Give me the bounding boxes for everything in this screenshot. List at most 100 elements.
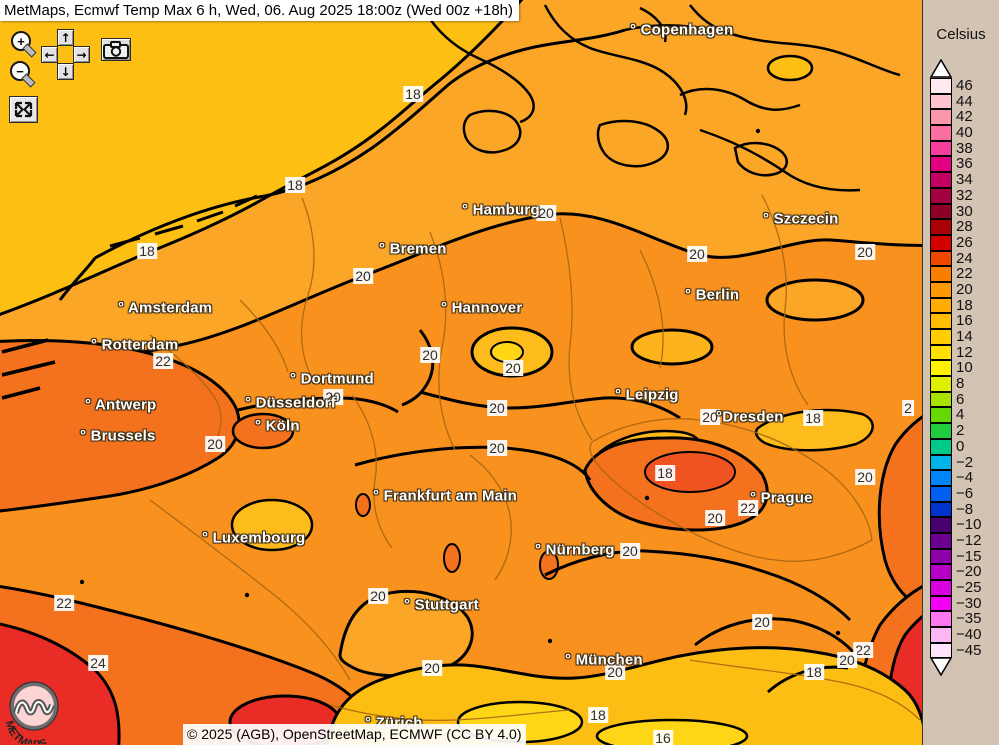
city-label: ° Düsseldorf [245, 394, 336, 412]
contour-label: 20 [353, 268, 373, 284]
scale-swatch [930, 438, 952, 455]
scale-entry: 40 [930, 125, 981, 141]
scale-swatch [930, 234, 952, 251]
contour-label: 18 [137, 243, 157, 259]
scale-entry: 4 [930, 407, 981, 424]
scale-entry: 12 [930, 343, 981, 361]
pan-down-button[interactable]: ↓ [57, 63, 74, 80]
scale-value-label: 26 [956, 233, 973, 251]
city-label: ° Brussels [80, 427, 156, 445]
scale-value-label: 46 [956, 77, 973, 94]
scale-value-label: 14 [956, 328, 973, 345]
scale-value-label: −12 [956, 531, 982, 549]
scale-value-label: 30 [956, 202, 973, 220]
scale-swatch [930, 219, 952, 235]
scale-swatch [930, 517, 952, 533]
scale-entry: −12 [930, 533, 981, 549]
scale-swatch [930, 313, 952, 329]
city-label: ° Luxembourg [202, 529, 306, 547]
scale-value-label: 16 [956, 312, 973, 330]
scale-entry: 20 [930, 282, 981, 298]
scale-value-label: −40 [956, 626, 982, 644]
scale-entry: −15 [930, 548, 981, 565]
scale-swatch [930, 548, 952, 565]
scale-swatch [930, 564, 952, 580]
scale-entry: 2 [930, 423, 981, 439]
pan-up-button[interactable]: ↑ [57, 29, 74, 46]
screenshot-button[interactable] [101, 38, 131, 61]
scale-value-label: 10 [956, 359, 973, 377]
city-label: ° Stuttgart [404, 596, 479, 614]
scale-value-label: 6 [956, 390, 965, 408]
zoom-out-button[interactable]: − [9, 60, 36, 88]
contour-label: 20 [855, 244, 875, 260]
scale-value-label: 28 [956, 218, 973, 236]
pan-left-button[interactable]: ← [41, 46, 58, 63]
scale-value-label: 34 [956, 171, 973, 189]
city-label: ° Hannover [441, 299, 523, 317]
pan-right-button[interactable]: → [73, 46, 90, 63]
city-label: ° Köln [255, 417, 300, 435]
city-label: ° Dortmund [290, 370, 374, 388]
contour-label: 20 [700, 409, 720, 425]
scale-entry: 28 [930, 219, 981, 235]
zoom-in-button[interactable]: + [10, 30, 37, 58]
scale-swatch [930, 501, 952, 518]
scale-entry: −20 [930, 564, 981, 580]
scale-value-label: 22 [956, 265, 973, 283]
contour-label: 20 [503, 360, 523, 376]
contour-label: 20 [487, 440, 507, 456]
scale-entry: 22 [930, 266, 981, 282]
scale-value-label: −30 [956, 594, 982, 612]
scale-entry: 38 [930, 141, 981, 157]
contour-label: 20 [205, 436, 225, 452]
scale-value-label: 42 [956, 108, 973, 126]
scale-entry: −40 [930, 627, 981, 643]
contour-label: 20 [536, 205, 556, 221]
contour-label: 18 [655, 465, 675, 481]
scale-entry: −25 [930, 580, 981, 596]
city-label: ° München [565, 651, 643, 669]
scale-swatch [930, 595, 952, 612]
scale-value-label: 12 [956, 343, 973, 361]
attribution: © 2025 (AGB), OpenStreetMap, ECMWF (CC B… [183, 724, 526, 745]
scale-swatch [930, 329, 952, 345]
scale-entry: 32 [930, 188, 981, 204]
scale-value-label: 44 [956, 92, 973, 110]
scale-entry: 10 [930, 359, 981, 377]
scale-swatch [930, 266, 952, 282]
scale-value-label: 24 [956, 249, 973, 267]
scale-swatch [930, 611, 952, 628]
contour-label: 18 [588, 707, 608, 723]
title-bar: MetMaps, Ecmwf Temp Max 6 h, Wed, 06. Au… [0, 0, 520, 21]
scale-cells: 46 44 42 40 38 36 34 32 30 28 26 24 22 20 18 16 14 12 10 8 6… [930, 77, 982, 659]
scale-bottom-triangle [929, 657, 953, 676]
scale-swatch [930, 485, 952, 502]
city-label: ° Rotterdam [91, 336, 179, 354]
scale-entry: 14 [930, 329, 981, 345]
contour-label: 20 [368, 588, 388, 604]
scale-unit-label: Celsius [936, 26, 986, 43]
contour-label: 20 [705, 510, 725, 526]
scale-value-label: −6 [956, 484, 974, 502]
scale-swatch [930, 281, 952, 298]
scale-entry: 16 [930, 313, 981, 329]
scale-entry: 8 [930, 376, 981, 392]
arrow-left-icon: ← [44, 47, 55, 62]
city-label: ° Frankfurt am Main [373, 487, 517, 505]
fullscreen-button[interactable] [9, 96, 38, 123]
scale-value-label: −8 [956, 500, 974, 518]
scale-entry: 42 [930, 108, 981, 126]
scale-value-label: 18 [956, 296, 973, 314]
scale-value-label: −20 [956, 563, 982, 581]
magnifier-handle-icon [21, 73, 36, 88]
contour-label: 20 [422, 660, 442, 676]
scale-value-label: −25 [956, 579, 982, 596]
scale-swatch [930, 344, 952, 361]
scale-entry: −35 [930, 611, 981, 628]
scale-value-label: 8 [956, 375, 965, 393]
scale-value-label: 36 [956, 155, 973, 173]
contour-label: 22 [853, 642, 873, 658]
contour-label: 18 [403, 86, 423, 102]
